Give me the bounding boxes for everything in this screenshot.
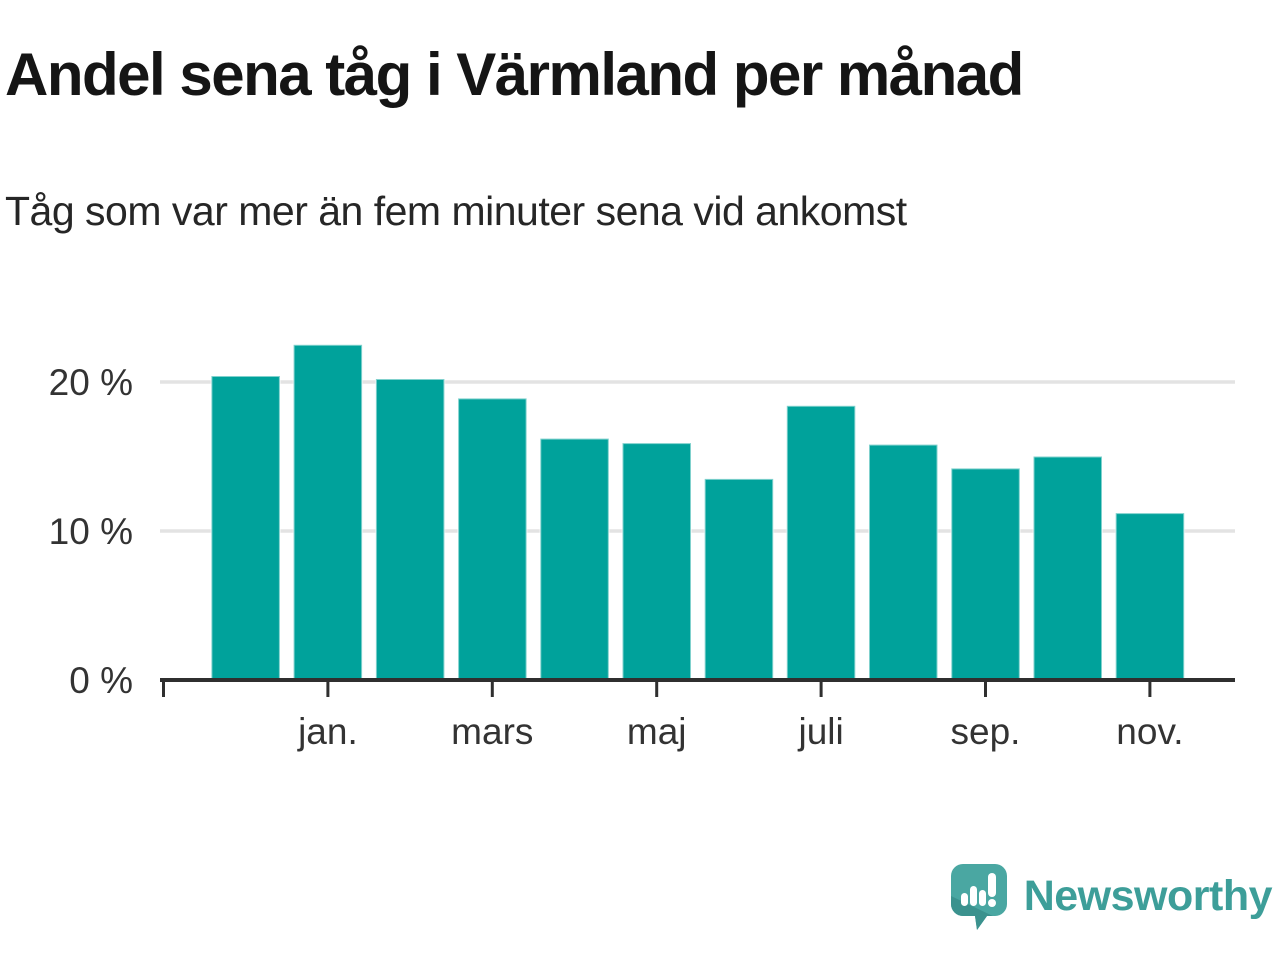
x-tick-label: nov.	[1116, 711, 1183, 752]
x-tick-label: sep.	[951, 711, 1021, 752]
x-tick-label: maj	[627, 711, 687, 752]
x-tick-label: juli	[797, 711, 843, 752]
chart-subtitle: Tåg som var mer än fem minuter sena vid …	[5, 188, 907, 234]
bar-mars	[457, 397, 528, 681]
bar-jan	[292, 343, 364, 682]
logo-mini-bars	[960, 873, 996, 907]
bar-sep	[950, 467, 1021, 681]
bar-dec	[210, 375, 281, 681]
bar-maj	[621, 442, 692, 681]
bar-apr	[539, 437, 610, 681]
newsworthy-logo: Newsworthy	[949, 862, 1273, 930]
y-tick-label: 10 %	[49, 511, 133, 552]
newsworthy-logo-icon	[950, 864, 1007, 930]
bar-nov	[1114, 512, 1186, 681]
logo-exclamation-dot	[987, 899, 996, 907]
bar-feb	[374, 378, 446, 681]
bar-aug	[868, 443, 939, 681]
x-tick-label: mars	[451, 711, 533, 752]
newsworthy-logo-text: Newsworthy	[1023, 871, 1273, 920]
y-tick-label: 0 %	[69, 660, 133, 701]
bar-juli	[785, 404, 857, 681]
logo-exclamation-bar	[987, 873, 996, 897]
bar-juni	[703, 477, 775, 682]
y-tick-label: 20 %	[49, 362, 133, 403]
bar-okt	[1032, 455, 1103, 681]
chart-title: Andel sena tåg i Värmland per månad	[5, 41, 1024, 108]
x-tick-label: jan.	[297, 711, 358, 752]
